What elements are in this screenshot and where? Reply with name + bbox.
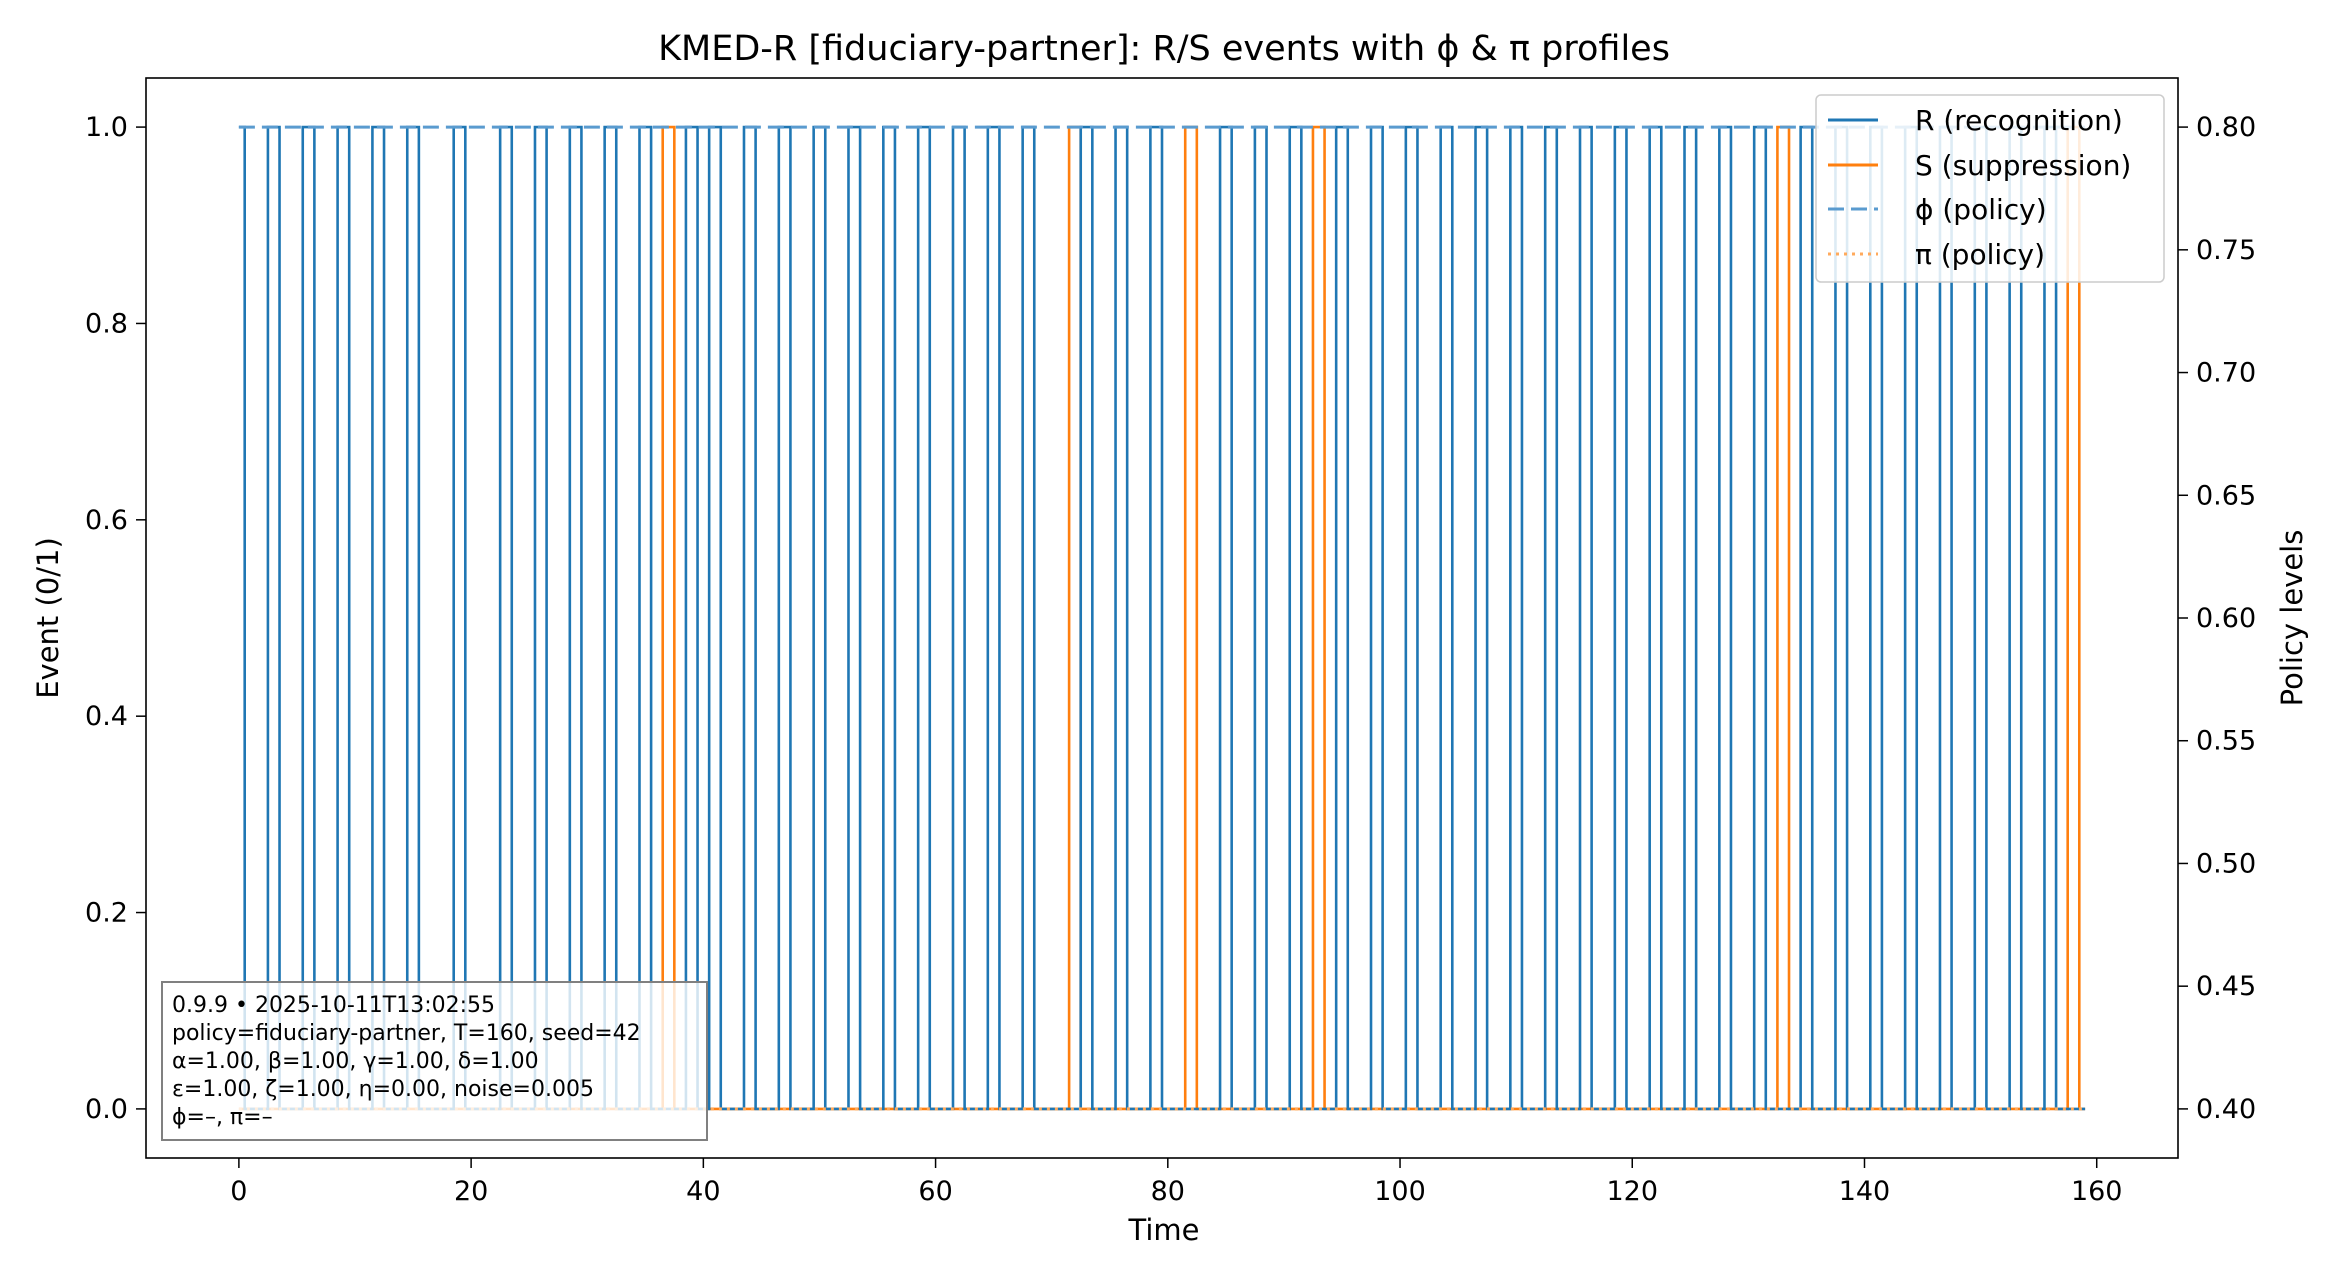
legend-label-phi: ϕ (policy) [1915, 193, 2047, 226]
run-info-line: ϕ=–, π=– [172, 1105, 273, 1130]
y-tick-label: 0.2 [85, 898, 128, 929]
x-tick-label: 60 [918, 1176, 952, 1207]
y2-tick-label: 0.55 [2196, 726, 2256, 757]
run-info-line: 0.9.9 • 2025-10-11T13:02:55 [172, 993, 495, 1018]
run-info-line: α=1.00, β=1.00, γ=1.00, δ=1.00 [172, 1049, 539, 1074]
y2-tick-label: 0.45 [2196, 971, 2256, 1002]
x-tick-label: 40 [686, 1176, 720, 1207]
y2-tick-label: 0.50 [2196, 848, 2256, 879]
x-axis-label: Time [1128, 1213, 1200, 1247]
run-info-line: ε=1.00, ζ=1.00, η=0.00, noise=0.005 [172, 1077, 594, 1102]
y2-tick-label: 0.40 [2196, 1094, 2256, 1125]
y2-tick-label: 0.70 [2196, 358, 2256, 389]
y-axis-left: 0.0 0.2 0.4 0.6 0.8 1.0 [85, 112, 146, 1125]
legend-box [1815, 94, 2165, 283]
y2-tick-label: 0.75 [2196, 235, 2256, 266]
legend: R (recognition) S (suppression) ϕ (polic… [1815, 94, 2165, 283]
y2-tick-label: 0.60 [2196, 603, 2256, 634]
y-tick-label: 0.0 [85, 1094, 128, 1125]
x-tick-label: 160 [2071, 1176, 2123, 1207]
x-tick-label: 80 [1151, 1176, 1185, 1207]
y-tick-label: 0.4 [85, 701, 128, 732]
run-info-frame [161, 981, 708, 1141]
x-tick-label: 120 [1606, 1176, 1658, 1207]
y2-tick-label: 0.80 [2196, 112, 2256, 143]
y-axis-label: Event (0/1) [31, 537, 65, 699]
legend-label-r: R (recognition) [1915, 104, 2123, 137]
y2-tick-label: 0.65 [2196, 480, 2256, 511]
x-tick-label: 0 [230, 1176, 247, 1207]
run-info-box: 0.9.9 • 2025-10-11T13:02:55 policy=fiduc… [161, 981, 708, 1141]
legend-label-s: S (suppression) [1915, 149, 2131, 182]
plot-area [238, 125, 2086, 1111]
y-axis-right: 0.40 0.45 0.50 0.55 0.60 0.65 0.70 0.75 0.80 [2178, 112, 2256, 1125]
series-line-r [238, 125, 2086, 1111]
x-tick-label: 100 [1374, 1176, 1426, 1207]
y-tick-label: 1.0 [85, 112, 128, 143]
x-tick-label: 20 [454, 1176, 488, 1207]
run-info-line: policy=fiduciary-partner, T=160, seed=42 [172, 1021, 641, 1046]
x-axis: 0 20 40 60 80 100 120 140 160 [230, 1158, 2122, 1207]
y2-axis-label: Policy levels [2275, 530, 2309, 707]
x-tick-label: 140 [1839, 1176, 1891, 1207]
y-tick-label: 0.6 [85, 505, 128, 536]
legend-label-pi: π (policy) [1915, 238, 2045, 271]
chart-title: KMED-R [fiduciary-partner]: R/S events w… [658, 29, 1670, 69]
y-tick-label: 0.8 [85, 308, 128, 339]
